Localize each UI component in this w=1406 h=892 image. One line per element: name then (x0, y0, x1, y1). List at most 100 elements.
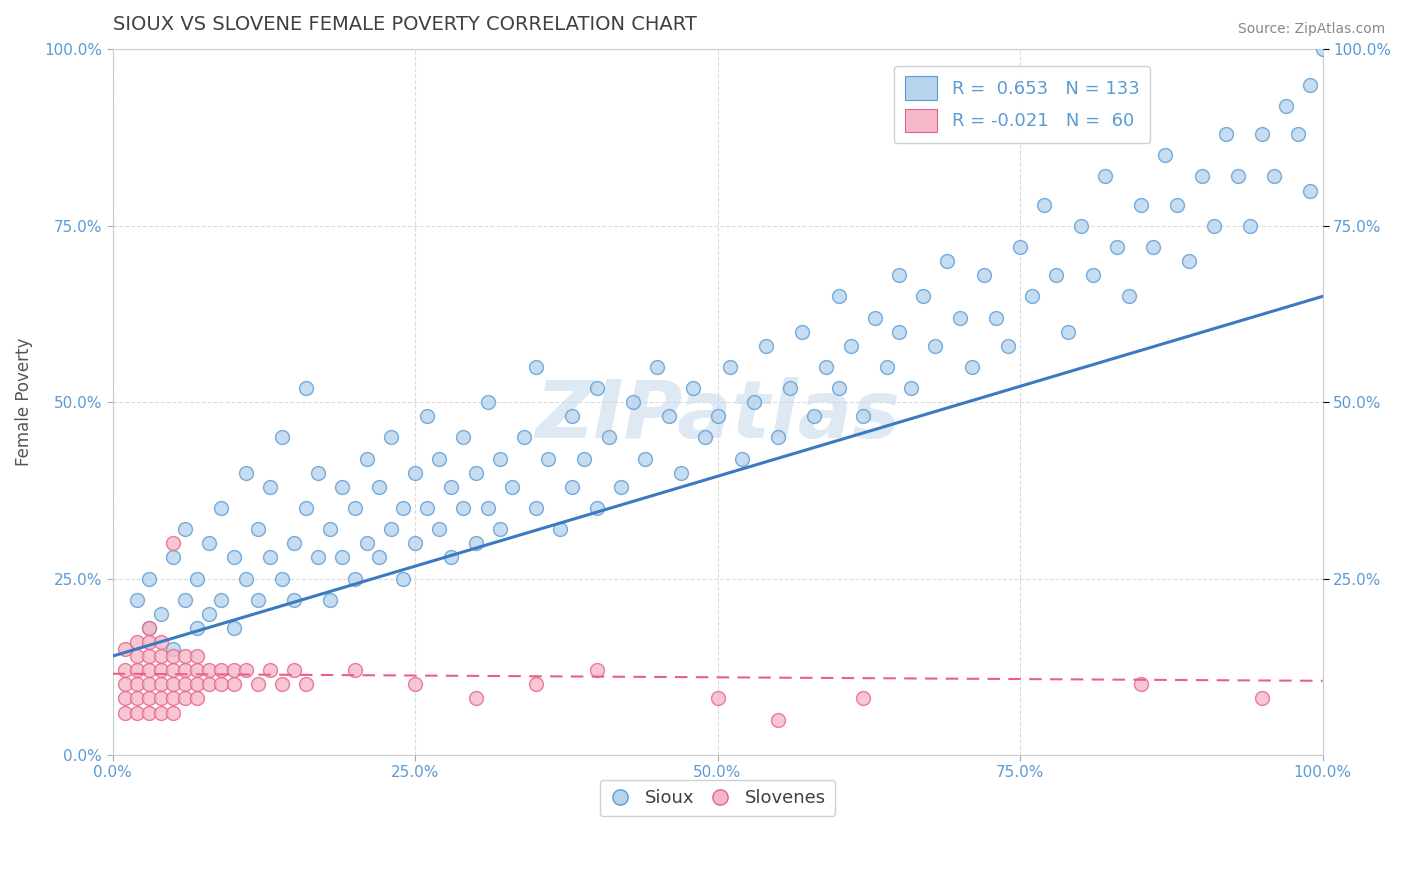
Point (356, 536, 378, 550)
Point (198, 663, 221, 677)
Point (779, 381, 801, 395)
Point (1299, 78, 1322, 92)
Point (1226, 169, 1249, 184)
Point (392, 500, 415, 515)
Point (839, 339, 862, 353)
Point (283, 663, 305, 677)
Point (464, 536, 486, 550)
Point (186, 621, 208, 635)
Point (114, 663, 136, 677)
Point (162, 706, 184, 720)
Point (138, 677, 160, 691)
Point (561, 409, 583, 424)
Point (222, 663, 245, 677)
Point (706, 409, 728, 424)
Text: ZIPatlas: ZIPatlas (536, 377, 900, 455)
Point (283, 592, 305, 607)
Point (283, 536, 305, 550)
Point (900, 381, 922, 395)
Point (209, 592, 232, 607)
Point (1154, 148, 1177, 162)
Point (125, 663, 148, 677)
Point (319, 522, 342, 536)
Point (174, 522, 197, 536)
Point (827, 289, 849, 303)
Point (488, 451, 510, 466)
Point (948, 310, 970, 325)
Point (246, 522, 269, 536)
Point (138, 663, 160, 677)
Point (427, 451, 450, 466)
Point (186, 677, 208, 691)
Point (174, 663, 197, 677)
Point (1215, 127, 1237, 141)
Legend: Sioux, Slovenes: Sioux, Slovenes (600, 780, 835, 816)
Point (598, 430, 620, 444)
Point (1202, 219, 1225, 233)
Point (392, 572, 415, 586)
Point (138, 649, 160, 664)
Point (186, 663, 208, 677)
Point (138, 621, 160, 635)
Point (332, 480, 354, 494)
Point (960, 359, 983, 374)
Point (1057, 325, 1080, 339)
Point (174, 677, 197, 691)
Point (561, 480, 583, 494)
Point (343, 572, 366, 586)
Point (863, 310, 886, 325)
Point (852, 691, 875, 706)
Point (235, 466, 257, 480)
Point (343, 500, 366, 515)
Point (174, 691, 197, 706)
Point (222, 550, 245, 565)
Point (186, 572, 208, 586)
Point (367, 480, 389, 494)
Point (1142, 240, 1164, 254)
Point (222, 677, 245, 691)
Point (621, 395, 644, 409)
Point (125, 649, 148, 664)
Point (718, 359, 741, 374)
Point (138, 691, 160, 706)
Point (524, 359, 547, 374)
Point (125, 592, 148, 607)
Point (162, 642, 184, 657)
Point (876, 359, 898, 374)
Point (887, 325, 910, 339)
Point (1081, 268, 1104, 283)
Point (477, 395, 499, 409)
Point (295, 381, 318, 395)
Point (125, 635, 148, 649)
Point (404, 536, 426, 550)
Point (997, 339, 1019, 353)
Point (912, 289, 935, 303)
Point (1118, 289, 1140, 303)
Point (827, 381, 849, 395)
Point (295, 500, 318, 515)
Point (319, 592, 342, 607)
Point (706, 691, 728, 706)
Point (440, 550, 463, 565)
Point (585, 663, 607, 677)
Point (792, 325, 814, 339)
Point (356, 451, 378, 466)
Point (416, 500, 439, 515)
Point (125, 677, 148, 691)
Point (246, 592, 269, 607)
Point (222, 621, 245, 635)
Point (1010, 240, 1032, 254)
Point (271, 677, 294, 691)
Point (404, 466, 426, 480)
Point (209, 677, 232, 691)
Point (731, 451, 754, 466)
Point (114, 691, 136, 706)
Point (271, 430, 294, 444)
Point (1178, 254, 1201, 268)
Y-axis label: Female Poverty: Female Poverty (15, 338, 32, 467)
Point (380, 522, 402, 536)
Point (464, 466, 486, 480)
Point (149, 663, 172, 677)
Point (574, 451, 596, 466)
Point (524, 677, 547, 691)
